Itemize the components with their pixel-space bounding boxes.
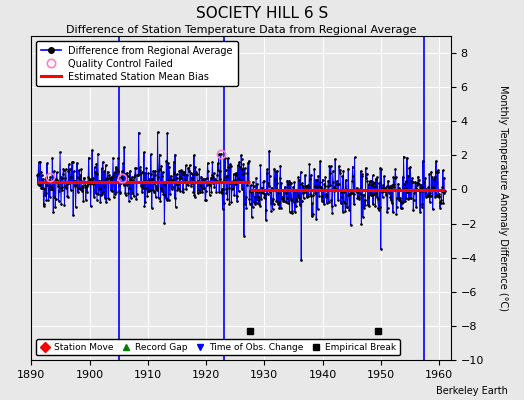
- Title: Difference of Station Temperature Data from Regional Average: Difference of Station Temperature Data f…: [66, 25, 416, 35]
- Y-axis label: Monthly Temperature Anomaly Difference (°C): Monthly Temperature Anomaly Difference (…: [498, 85, 508, 311]
- Legend: Station Move, Record Gap, Time of Obs. Change, Empirical Break: Station Move, Record Gap, Time of Obs. C…: [36, 339, 400, 356]
- Text: Berkeley Earth: Berkeley Earth: [436, 386, 508, 396]
- Text: SOCIETY HILL 6 S: SOCIETY HILL 6 S: [196, 6, 328, 21]
